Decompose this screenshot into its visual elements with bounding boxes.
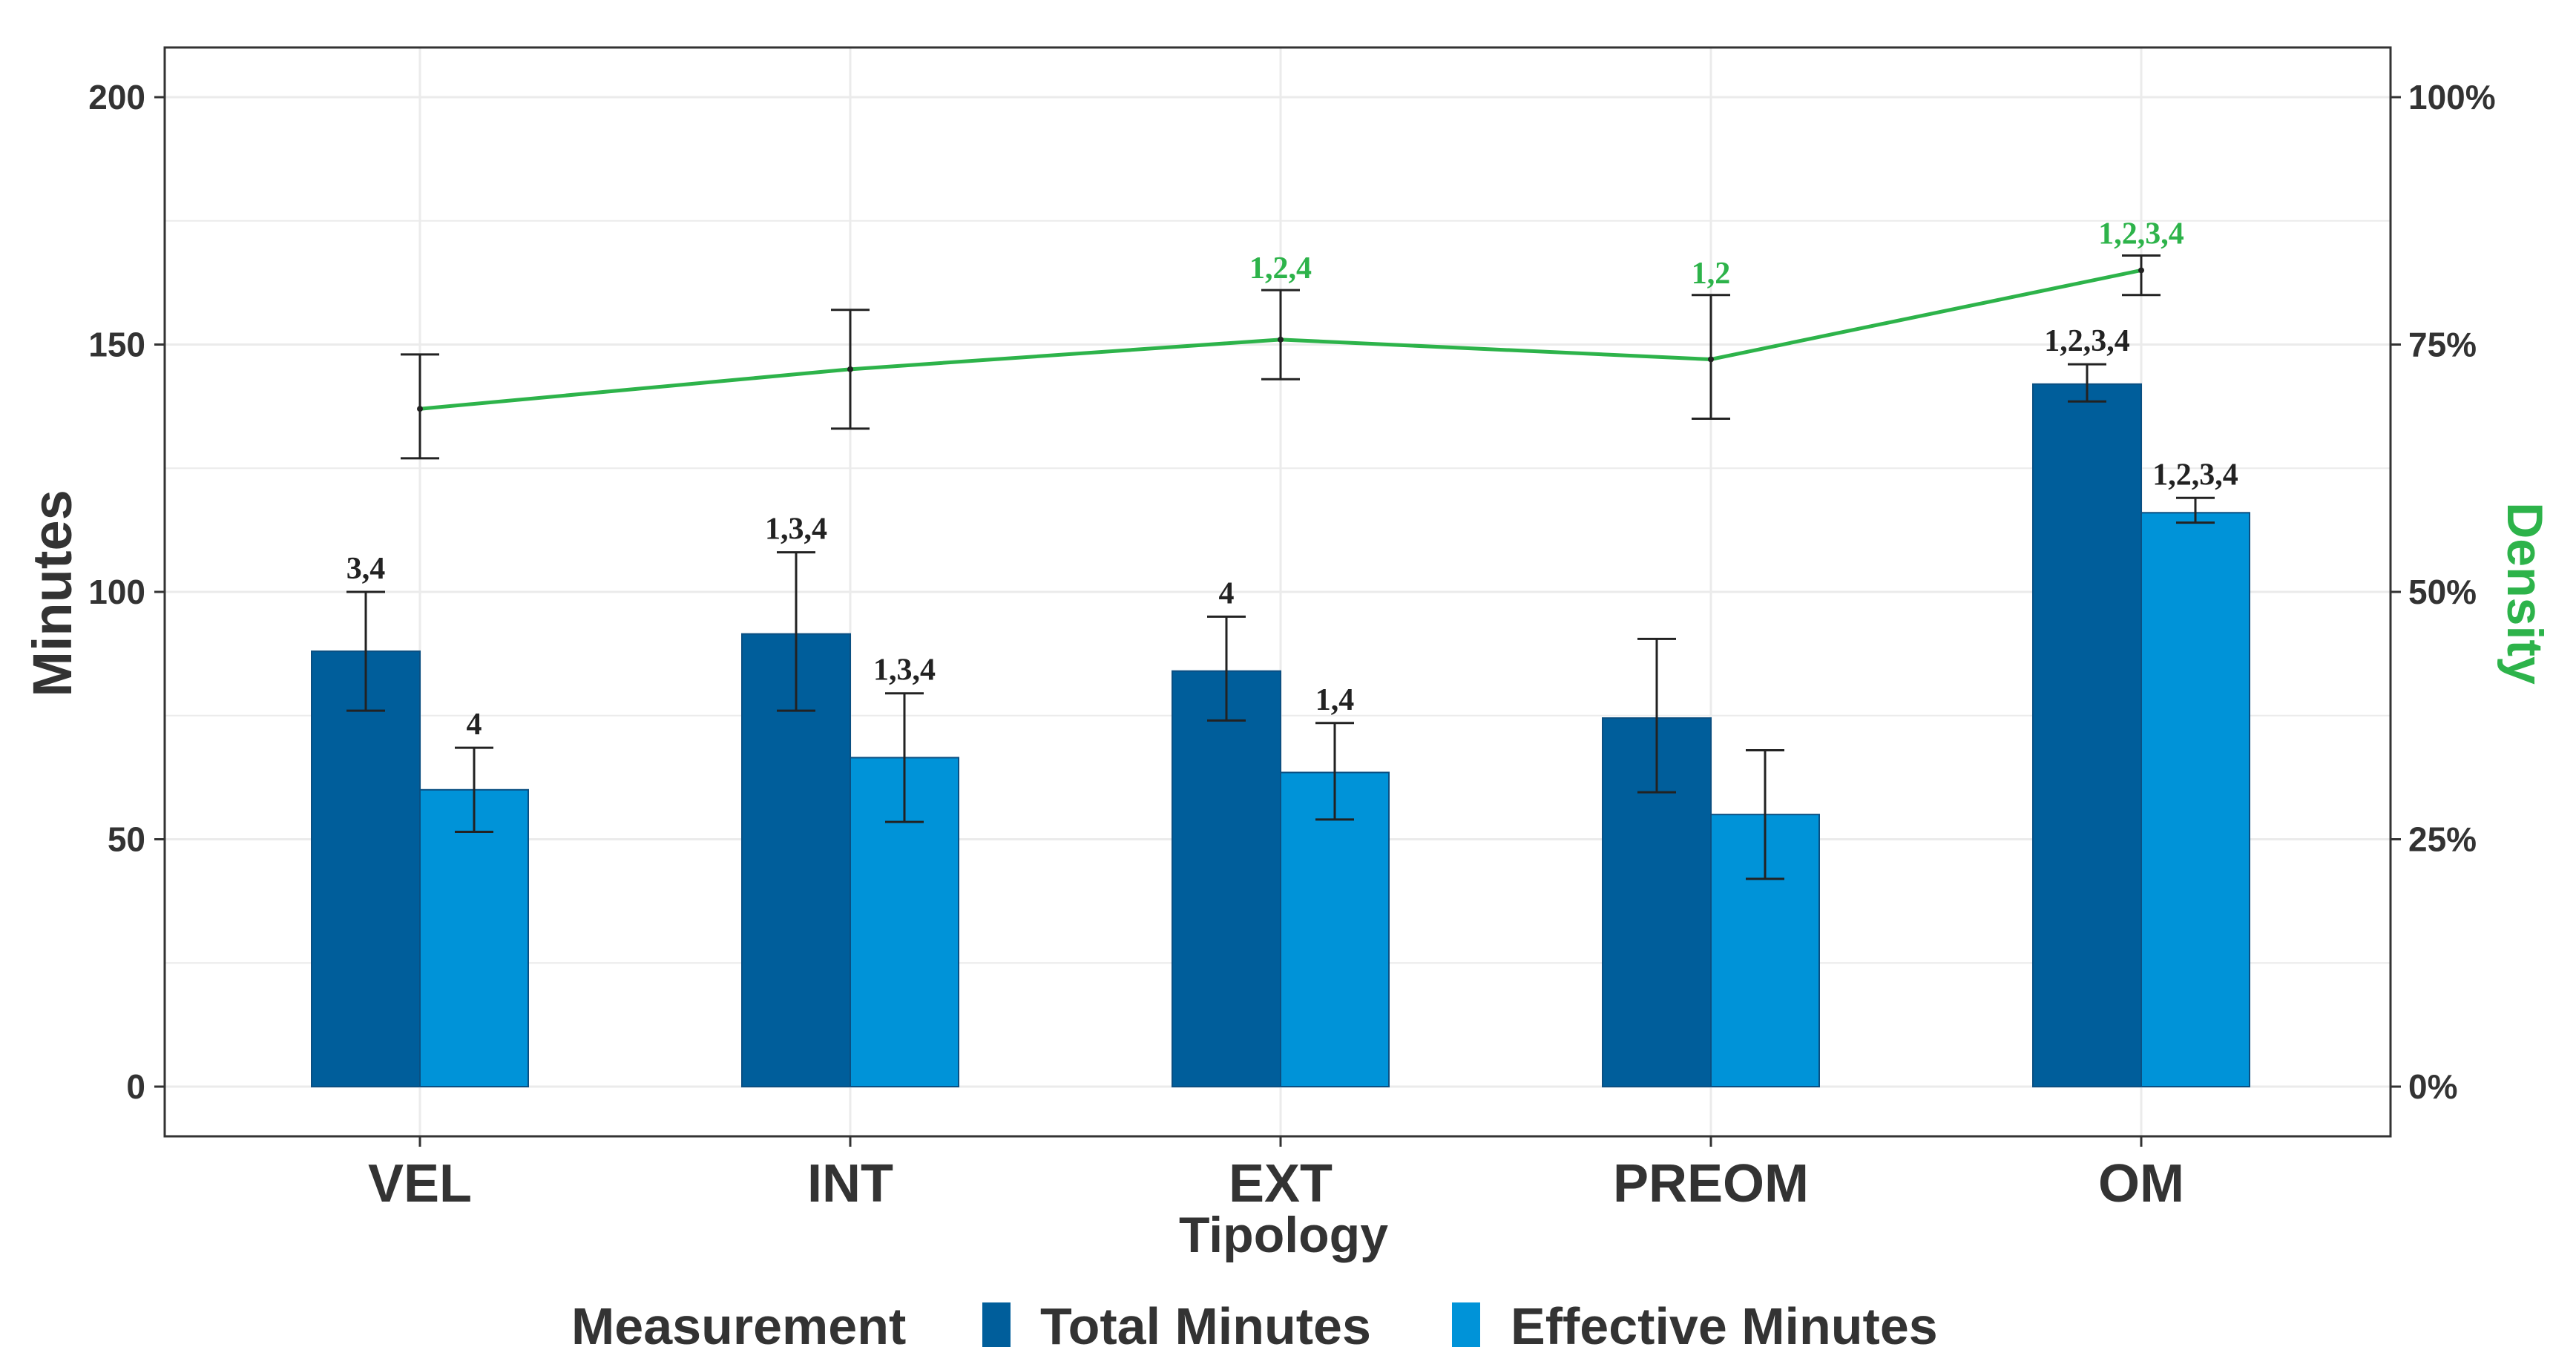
legend-key-total-minutes [981, 1301, 1012, 1348]
legend: Measurement Total Minutes Effective Minu… [571, 1297, 1938, 1355]
x-tick-label: PREOM [1613, 1154, 1809, 1213]
legend-key-effective-minutes [1450, 1301, 1482, 1348]
density-label: 1,2 [1692, 257, 1731, 291]
density-label: 1,2,4 [1249, 251, 1312, 286]
x-tick-label: INT [807, 1154, 893, 1213]
data-label: 1,2,3,4 [2044, 324, 2130, 358]
bar [419, 788, 529, 1088]
y2-axis-title: Density [2497, 502, 2553, 685]
density-point [2138, 267, 2144, 274]
legend-title: Measurement [571, 1297, 906, 1355]
y2-tick-label: 25% [2408, 820, 2477, 859]
density-label: 1,2,3,4 [2098, 217, 2184, 251]
y-tick-label: 0 [126, 1067, 145, 1106]
bar [1172, 670, 1281, 1087]
data-label: 3,4 [346, 552, 386, 586]
y2-tick-label: 75% [2408, 326, 2477, 364]
axes: 0 50 100 150 200 0% 25% 50% 75% 100% VEL INT EXT PREO… [88, 78, 2495, 1213]
y-tick-label: 200 [88, 78, 145, 116]
x-tick-label: VEL [368, 1154, 472, 1213]
data-label: 1,2,3,4 [2152, 458, 2238, 492]
y2-tick-label: 0% [2408, 1067, 2457, 1106]
density-point [417, 406, 423, 412]
legend-label-total-minutes: Total Minutes [1040, 1297, 1371, 1355]
x-axis-title: Tipology [1179, 1207, 1388, 1263]
data-label: 1,3,4 [765, 513, 827, 547]
density-point [847, 366, 853, 372]
density-point [1278, 336, 1284, 343]
data-label: 4 [467, 708, 482, 742]
legend-label-effective-minutes: Effective Minutes [1511, 1297, 1938, 1355]
data-label: 4 [1219, 576, 1235, 610]
density-line-group: 1,2,4 1,2 1,2,3,4 [401, 217, 2184, 460]
y-tick-label: 100 [88, 573, 145, 611]
data-label: 1,3,4 [873, 653, 936, 688]
x-tick-label: EXT [1229, 1154, 1333, 1213]
data-label: 1,4 [1315, 683, 1355, 717]
x-tick-label: OM [2098, 1154, 2184, 1213]
y2-tick-label: 50% [2408, 573, 2477, 611]
y-tick-label: 50 [108, 820, 145, 859]
bar [2140, 512, 2250, 1087]
y-tick-label: 150 [88, 326, 145, 364]
bar [311, 650, 421, 1087]
y-axis-title: Minutes [22, 490, 83, 697]
bar [2032, 383, 2142, 1087]
bars: 3,4 1,3,4 4 1,2,3,4 4 1,3,4 1,4 1,2,3,4 [311, 324, 2250, 1088]
density-point [1708, 356, 1714, 363]
y2-tick-label: 100% [2408, 78, 2496, 116]
